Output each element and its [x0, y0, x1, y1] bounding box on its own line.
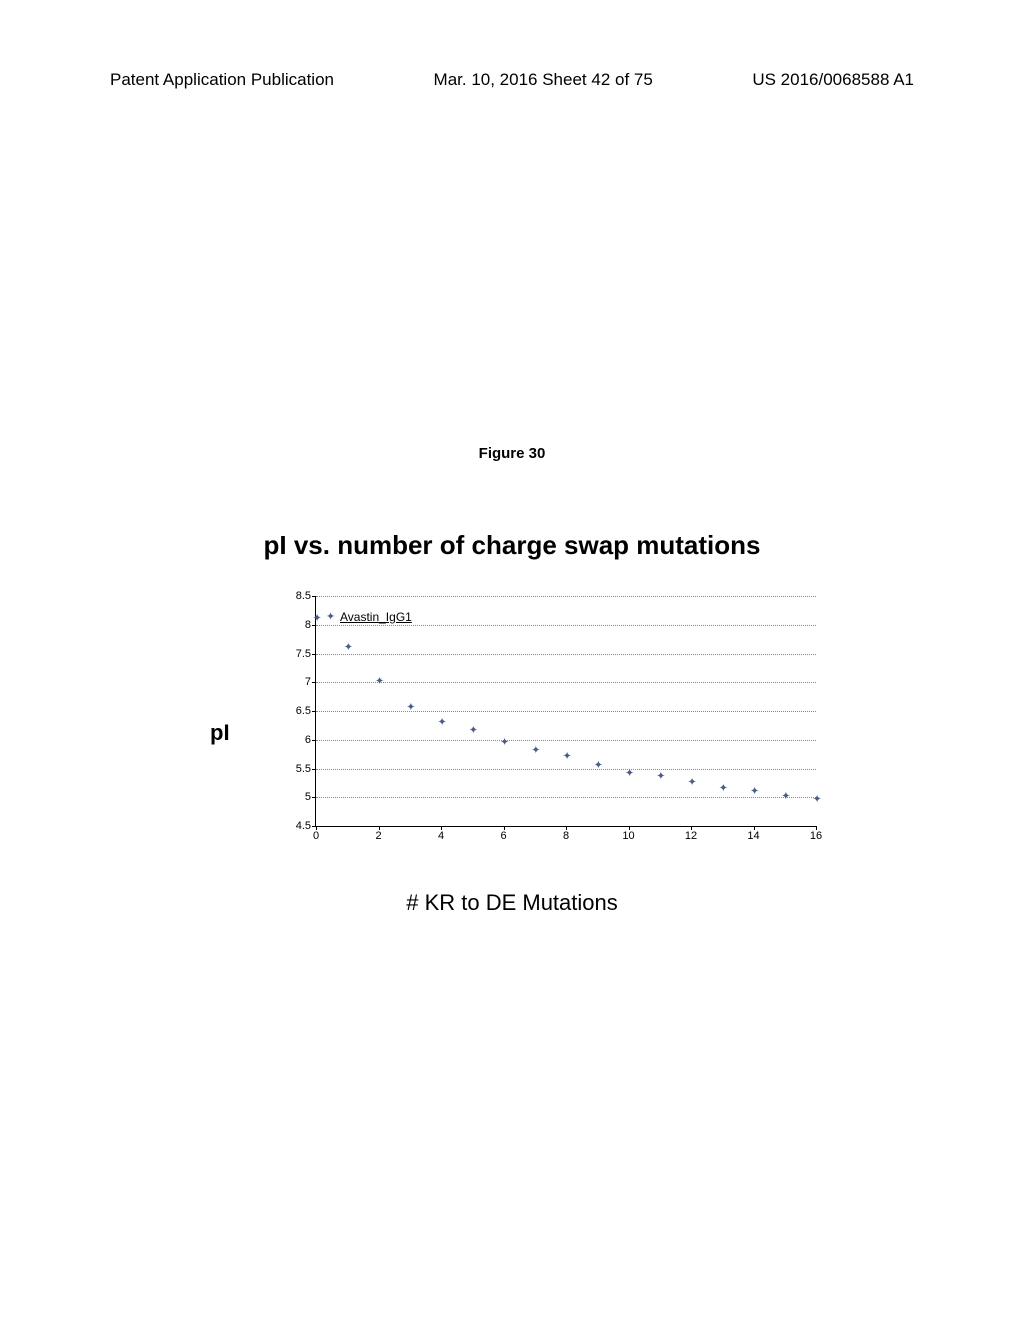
xtick-label: 4 [438, 830, 444, 842]
gridline [316, 625, 816, 626]
data-point [344, 644, 351, 651]
ytick-label: 8.5 [281, 590, 311, 602]
ytick-label: 6 [281, 734, 311, 746]
data-point [406, 705, 413, 712]
ytick-mark [312, 769, 316, 770]
data-point [438, 719, 445, 726]
header-right: US 2016/0068588 A1 [752, 70, 914, 90]
ytick-label: 5.5 [281, 763, 311, 775]
ytick-label: 5 [281, 791, 311, 803]
gridline [316, 711, 816, 712]
gridline [316, 769, 816, 770]
xtick-label: 0 [313, 830, 319, 842]
scatter-plot: ✦ Avastin_IgG1 4.555.566.577.588.5024681… [285, 596, 815, 846]
header-center: Mar. 10, 2016 Sheet 42 of 75 [434, 70, 653, 90]
ytick-mark [312, 596, 316, 597]
xtick-label: 8 [563, 830, 569, 842]
ytick-label: 6.5 [281, 705, 311, 717]
data-point [375, 679, 382, 686]
xtick-label: 2 [375, 830, 381, 842]
data-point [781, 794, 788, 801]
data-point [656, 774, 663, 781]
x-axis-label: # KR to DE Mutations [0, 890, 1024, 916]
page-header: Patent Application Publication Mar. 10, … [0, 70, 1024, 90]
gridline [316, 682, 816, 683]
gridline [316, 596, 816, 597]
data-point [625, 771, 632, 778]
data-point [813, 797, 820, 804]
data-point [563, 754, 570, 761]
gridline [316, 740, 816, 741]
ytick-label: 7.5 [281, 648, 311, 660]
data-point [469, 728, 476, 735]
figure-label: Figure 30 [0, 445, 1024, 462]
legend-marker: ✦ [326, 610, 335, 623]
data-point [594, 762, 601, 769]
data-point [688, 779, 695, 786]
ytick-mark [312, 682, 316, 683]
gridline [316, 797, 816, 798]
gridline [316, 654, 816, 655]
xtick-label: 10 [622, 830, 634, 842]
ytick-mark [312, 654, 316, 655]
ytick-label: 8 [281, 619, 311, 631]
plot-area: ✦ Avastin_IgG1 4.555.566.577.588.5024681… [315, 596, 816, 827]
chart-title: pI vs. number of charge swap mutations [0, 530, 1024, 561]
data-point [313, 616, 320, 623]
ytick-mark [312, 711, 316, 712]
ytick-label: 7 [281, 676, 311, 688]
ytick-mark [312, 740, 316, 741]
y-axis-label: pI [210, 720, 230, 746]
data-point [750, 788, 757, 795]
xtick-label: 14 [747, 830, 759, 842]
ytick-label: 4.5 [281, 820, 311, 832]
xtick-label: 6 [500, 830, 506, 842]
legend-label: Avastin_IgG1 [340, 610, 412, 624]
ytick-mark [312, 797, 316, 798]
header-left: Patent Application Publication [110, 70, 334, 90]
xtick-label: 16 [810, 830, 822, 842]
data-point [500, 739, 507, 746]
data-point [531, 748, 538, 755]
ytick-mark [312, 625, 316, 626]
data-point [719, 785, 726, 792]
xtick-label: 12 [685, 830, 697, 842]
